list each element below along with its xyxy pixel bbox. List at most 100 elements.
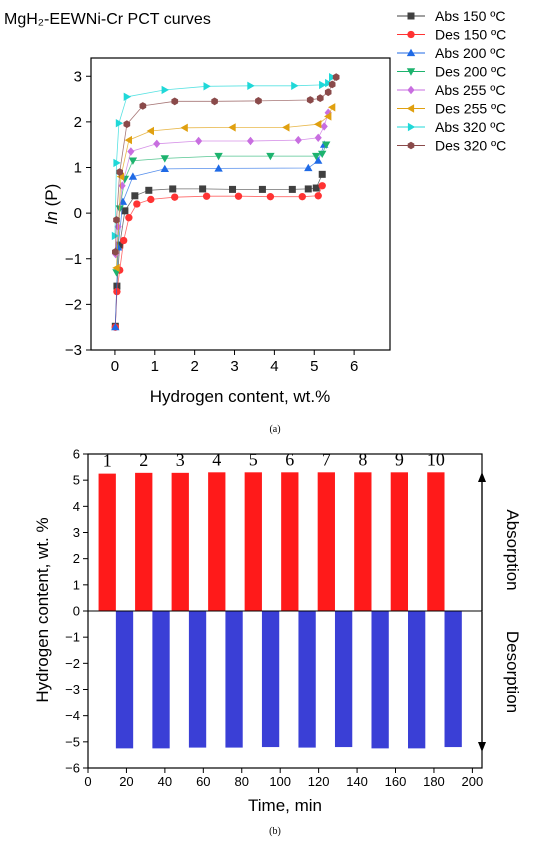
legend-marker — [407, 141, 415, 150]
legend-entry: Abs 200 ºC — [397, 45, 506, 61]
chart-a-data-point — [153, 139, 161, 148]
chart-a-data-point — [234, 192, 243, 200]
chart-b-y-tick-label: −1 — [65, 630, 80, 645]
absorption-bar — [354, 472, 372, 611]
absorption-arrow — [478, 472, 486, 611]
chart-a-series-line — [115, 112, 329, 255]
absorption-bar — [244, 472, 262, 611]
chart-a-data-point — [328, 80, 336, 89]
absorption-bar — [171, 472, 189, 611]
legend-entry: Des 200 ºC — [397, 64, 506, 80]
legend-marker — [407, 122, 416, 132]
chart-a-data-point — [169, 185, 177, 193]
chart-a-series — [111, 73, 340, 331]
chart-a-data-point — [314, 192, 322, 200]
desorption-bar — [225, 611, 243, 748]
desorption-bar — [115, 611, 134, 749]
chart-a-x-axis-label: Hydrogen content, wt.% — [150, 387, 330, 406]
chart-a-data-point — [116, 168, 123, 176]
chart-a-series-line — [114, 174, 323, 327]
absorption-label: Absorption — [503, 509, 522, 590]
cycle-number-label: 2 — [139, 450, 148, 470]
desorption-bar — [298, 611, 316, 748]
chart-a-data-point — [211, 97, 218, 106]
chart-a-x-tick-label: 6 — [350, 358, 358, 375]
legend-entry: Des 320 ºC — [397, 138, 506, 154]
chart-a-data-point — [118, 181, 126, 190]
chart-a-series-6 — [112, 103, 336, 273]
chart-a-data-point — [116, 241, 124, 249]
legend-marker — [406, 104, 415, 113]
chart-b-x-tick-label: 40 — [158, 774, 172, 789]
chart-a-data-point — [312, 184, 320, 192]
chart-a-data-point — [291, 81, 299, 90]
desorption-bar — [408, 611, 426, 749]
chart-a-data-point — [318, 182, 326, 190]
legend-label: Des 200 ºC — [435, 64, 506, 80]
legend-entry: Abs 320 ºC — [397, 119, 506, 135]
chart-a-data-point — [322, 141, 331, 149]
chart-a-series-2 — [111, 182, 326, 331]
legend-entry: Abs 255 ºC — [397, 82, 506, 98]
chart-b-y-axis-label: Hydrogen content, wt. % — [33, 517, 52, 702]
absorption-bar — [208, 472, 226, 611]
chart-a-data-point — [111, 231, 120, 241]
chart-b-caption: (b) — [269, 826, 281, 837]
chart-a-data-point — [329, 73, 337, 82]
chart-a-data-point — [121, 207, 129, 215]
chart-b-x-tick-label: 20 — [119, 774, 133, 789]
desorption-bar — [261, 611, 280, 748]
chart-a-data-point — [133, 200, 141, 208]
chart-a-series-5 — [112, 108, 332, 259]
chart-b-x-axis-label: Time, min — [248, 796, 322, 815]
chart-a-y-axis-label-italic: ln — [42, 211, 61, 224]
chart-b-y-tick-label: 2 — [73, 551, 80, 566]
desorption-arrow — [478, 612, 486, 752]
chart-a-data-point — [147, 195, 155, 204]
chart-a-data-point — [214, 164, 223, 172]
chart-b-bars: 1 2 3 4 5 6 7 8 9 10 — [98, 449, 462, 749]
absorption-bar — [427, 472, 445, 611]
chart-a-data-point — [128, 157, 138, 165]
chart-b-y-tick-label: 0 — [73, 604, 80, 619]
chart-a-title: MgH₂-EEWNi-Cr PCT curves — [4, 11, 211, 28]
legend-marker — [406, 48, 416, 57]
chart-a-data-point — [202, 192, 211, 200]
desorption-label: Desorption — [503, 631, 522, 713]
chart-a-data-point — [246, 136, 254, 146]
absorption-bar — [317, 472, 335, 611]
chart-a-data-point — [160, 164, 169, 172]
chart-a-data-point — [255, 97, 262, 105]
chart-a-data-point — [314, 156, 323, 164]
chart-a-ticks: 0 1 2 3 4 5 6 −3 −2 −1 0 1 2 3 — [65, 68, 358, 375]
chart-a-y-axis-label-rest: (P) — [42, 184, 61, 211]
chart-a-data-point — [314, 133, 322, 142]
chart-a-data-point — [266, 152, 275, 161]
chart-a-data-point — [123, 92, 132, 101]
chart-a-data-point — [128, 172, 138, 180]
chart-a-data-point — [304, 185, 312, 193]
desorption-bar — [371, 611, 389, 749]
legend-label: Abs 320 ºC — [435, 119, 506, 135]
chart-b-x-tick-label: 200 — [462, 774, 484, 789]
pct-curves-chart: MgH₂-EEWNi-Cr PCT curves 0 1 2 3 4 5 6 −3 −2 −1 0 1… — [4, 8, 506, 435]
chart-b-y-tick-label: 1 — [73, 577, 80, 592]
chart-a-y-tick-label: 0 — [74, 205, 82, 222]
chart-a-data-point — [116, 172, 125, 181]
chart-a-data-point — [298, 193, 306, 201]
chart-b-x-tick-label: 160 — [385, 774, 407, 789]
chart-a-data-point — [113, 216, 120, 224]
desorption-bar — [188, 611, 207, 748]
chart-b-y-tick-label: −6 — [65, 761, 80, 776]
chart-a-data-point — [294, 135, 302, 145]
chart-a-data-point — [318, 170, 326, 178]
chart-a-data-point — [160, 155, 169, 163]
legend-marker — [407, 30, 415, 39]
chart-a-series-3 — [111, 140, 329, 331]
chart-a-x-tick-label: 4 — [270, 358, 278, 375]
chart-a-data-point — [214, 152, 223, 161]
chart-a-y-tick-label: −1 — [65, 251, 82, 268]
chart-b-x-tick-label: 140 — [346, 774, 368, 789]
chart-b-y-tick-label: 5 — [73, 473, 80, 488]
legend-label: Des 255 ºC — [435, 101, 506, 117]
